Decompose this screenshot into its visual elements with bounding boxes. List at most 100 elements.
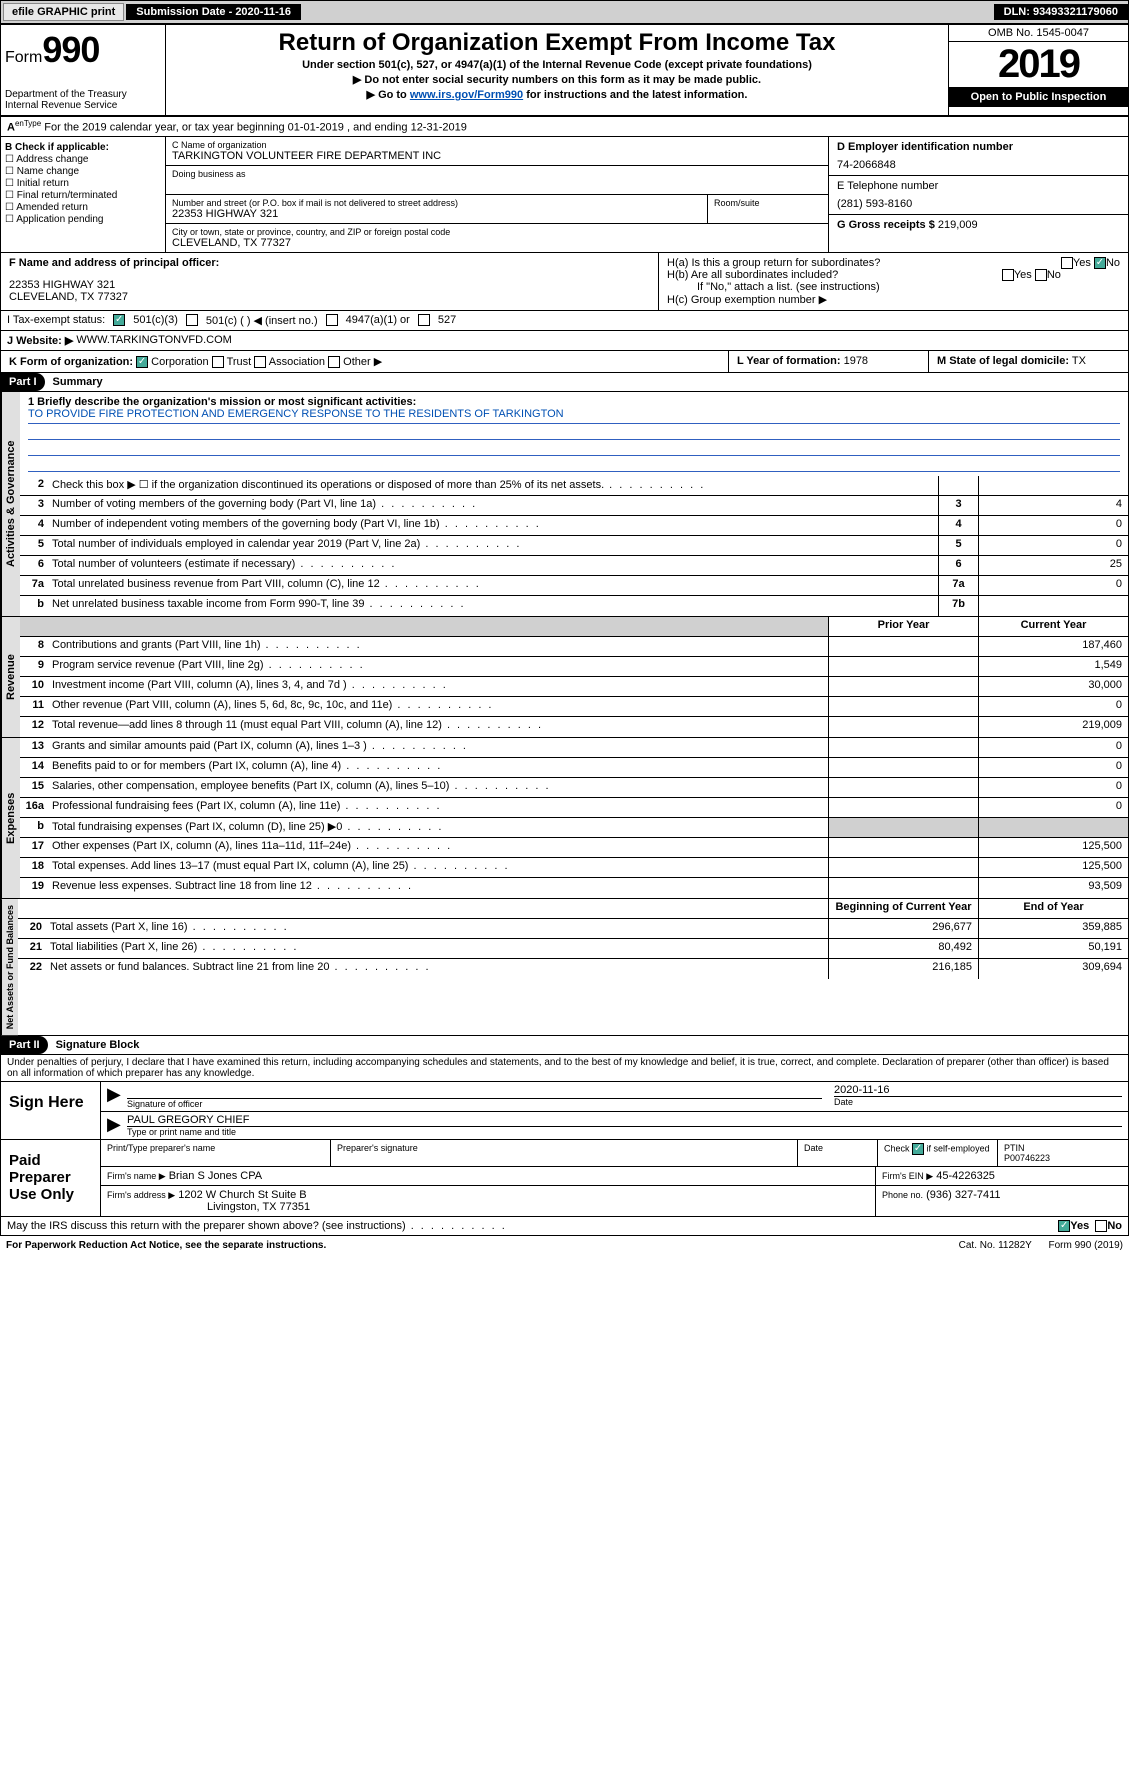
4947-check[interactable] xyxy=(326,314,338,326)
part1-title: Summary xyxy=(45,373,111,391)
vtab-expenses: Expenses xyxy=(1,738,20,898)
discuss-no[interactable] xyxy=(1095,1220,1107,1232)
perjury-text: Under penalties of perjury, I declare th… xyxy=(0,1055,1129,1082)
rev-row: 12Total revenue—add lines 8 through 11 (… xyxy=(20,717,1128,737)
room-label: Room/suite xyxy=(714,198,822,208)
phone-val: (281) 593-8160 xyxy=(837,198,1120,210)
box-b-item[interactable]: Address change xyxy=(5,154,161,165)
opt-501c3: 501(c)(3) xyxy=(133,314,178,326)
ptin-val: P00746223 xyxy=(1004,1153,1050,1163)
exp-row: 17Other expenses (Part IX, column (A), l… xyxy=(20,838,1128,858)
gov-row: 3Number of voting members of the governi… xyxy=(20,496,1128,516)
rev-row: 10Investment income (Part VIII, column (… xyxy=(20,677,1128,697)
501c3-check[interactable]: ✓ xyxy=(113,314,125,326)
ha-yes[interactable] xyxy=(1061,257,1073,269)
box-c: C Name of organizationTARKINGTON VOLUNTE… xyxy=(166,137,828,252)
row-k: K Form of organization: ✓ Corporation Tr… xyxy=(0,351,1129,373)
beg-hdr: Beginning of Current Year xyxy=(828,899,978,918)
form-org-label: K Form of organization: xyxy=(9,356,133,368)
501c-check[interactable] xyxy=(186,314,198,326)
yes-text2: Yes xyxy=(1014,269,1032,281)
check-post: if self-employed xyxy=(927,1143,990,1153)
website-val: WWW.TARKINGTONVFD.COM xyxy=(76,334,231,347)
form-ver: Form 990 (2019) xyxy=(1049,1240,1123,1251)
corp-check[interactable]: ✓ xyxy=(136,356,148,368)
discuss-yes[interactable]: ✓ xyxy=(1058,1220,1070,1232)
hb-label: H(b) Are all subordinates included? xyxy=(667,269,838,281)
dept-label: Department of the Treasury Internal Reve… xyxy=(5,89,161,111)
hb-yes[interactable] xyxy=(1002,269,1014,281)
part2-bar: Part II Signature Block xyxy=(0,1036,1129,1055)
state-val: TX xyxy=(1072,355,1086,367)
ha-no[interactable]: ✓ xyxy=(1094,257,1106,269)
paid-preparer: Paid Preparer Use Only Print/Type prepar… xyxy=(0,1140,1129,1217)
part1-bar: Part I Summary xyxy=(0,373,1129,392)
dba-label: Doing business as xyxy=(172,169,822,179)
rev-row: 11Other revenue (Part VIII, column (A), … xyxy=(20,697,1128,717)
row-fh: F Name and address of principal officer:… xyxy=(0,253,1129,311)
firm-name: Brian S Jones CPA xyxy=(169,1170,262,1182)
revenue-section: Revenue Prior YearCurrent Year 8Contribu… xyxy=(0,617,1129,738)
opt-4947: 4947(a)(1) or xyxy=(346,314,410,326)
part2-hdr: Part II xyxy=(1,1036,48,1054)
sign-label: Sign Here xyxy=(1,1082,101,1139)
box-b-item[interactable]: Name change xyxy=(5,166,161,177)
box-b-item[interactable]: Application pending xyxy=(5,214,161,225)
rev-row: 8Contributions and grants (Part VIII, li… xyxy=(20,637,1128,657)
street-addr: 22353 HIGHWAY 321 xyxy=(172,208,701,220)
pra-notice: For Paperwork Reduction Act Notice, see … xyxy=(6,1240,326,1251)
efile-btn[interactable]: efile GRAPHIC print xyxy=(3,3,124,21)
netassets-section: Net Assets or Fund Balances Beginning of… xyxy=(0,899,1129,1036)
exp-row: 19Revenue less expenses. Subtract line 1… xyxy=(20,878,1128,898)
phone-label: E Telephone number xyxy=(837,180,938,192)
check-pre: Check xyxy=(884,1143,910,1153)
trust-check[interactable] xyxy=(212,356,224,368)
other-check[interactable] xyxy=(328,356,340,368)
exp-row: bTotal fundraising expenses (Part IX, co… xyxy=(20,818,1128,838)
rev-row: 9Program service revenue (Part VIII, lin… xyxy=(20,657,1128,677)
firm-phone-label: Phone no. xyxy=(882,1190,923,1200)
gov-row: 7aTotal unrelated business revenue from … xyxy=(20,576,1128,596)
opt-trust: Trust xyxy=(227,356,252,368)
hb-no[interactable] xyxy=(1035,269,1047,281)
arrow-icon-2: ▶ xyxy=(101,1112,121,1139)
officer-addr2: CLEVELAND, TX 77327 xyxy=(9,291,650,303)
opt-other: Other ▶ xyxy=(343,356,382,368)
mission-a: TO PROVIDE FIRE PROTECTION AND EMERGENCY… xyxy=(28,408,1120,424)
officer-label: F Name and address of principal officer: xyxy=(9,257,219,269)
box-b: B Check if applicable: Address changeNam… xyxy=(1,137,166,252)
firm-ein: 45-4226325 xyxy=(936,1170,995,1182)
gross-label: G Gross receipts $ xyxy=(837,219,935,231)
box-b-item[interactable]: Amended return xyxy=(5,202,161,213)
assoc-check[interactable] xyxy=(254,356,266,368)
vtab-netassets: Net Assets or Fund Balances xyxy=(1,899,18,1035)
irs-link[interactable]: www.irs.gov/Form990 xyxy=(410,89,523,101)
no-text: No xyxy=(1106,257,1120,269)
year-form-val: 1978 xyxy=(844,355,868,367)
section-a: AenType For the 2019 calendar year, or t… xyxy=(0,116,1129,137)
open-public: Open to Public Inspection xyxy=(949,87,1128,107)
form-prefix: Form xyxy=(5,49,42,66)
no: No xyxy=(1107,1220,1122,1232)
section-a-text: For the 2019 calendar year, or tax year … xyxy=(44,122,467,134)
website-label: J Website: ▶ xyxy=(7,334,73,347)
firm-addr2: Livingston, TX 77351 xyxy=(207,1201,310,1213)
expenses-section: Expenses 13Grants and similar amounts pa… xyxy=(0,738,1129,899)
firm-addr1: 1202 W Church St Suite B xyxy=(178,1189,306,1201)
org-name: TARKINGTON VOLUNTEER FIRE DEPARTMENT INC xyxy=(172,150,822,162)
box-b-item[interactable]: Initial return xyxy=(5,178,161,189)
row-i: I Tax-exempt status: ✓501(c)(3) 501(c) (… xyxy=(0,311,1129,331)
527-check[interactable] xyxy=(418,314,430,326)
yes: Yes xyxy=(1070,1220,1089,1232)
box-b-item[interactable]: Final return/terminated xyxy=(5,190,161,201)
box-b-hdr: B Check if applicable: xyxy=(5,142,109,153)
part1-hdr: Part I xyxy=(1,373,45,391)
na-row: 21Total liabilities (Part X, line 26)80,… xyxy=(18,939,1128,959)
addr-label: Number and street (or P.O. box if mail i… xyxy=(172,198,701,208)
self-emp-check[interactable]: ✓ xyxy=(912,1143,924,1155)
form-header: Form990 Department of the Treasury Inter… xyxy=(0,24,1129,116)
ein-val: 74-2066848 xyxy=(837,159,1120,171)
cat-no: Cat. No. 11282Y xyxy=(959,1240,1032,1251)
paid-label: Paid Preparer Use Only xyxy=(1,1140,101,1216)
prior-hdr: Prior Year xyxy=(828,617,978,636)
